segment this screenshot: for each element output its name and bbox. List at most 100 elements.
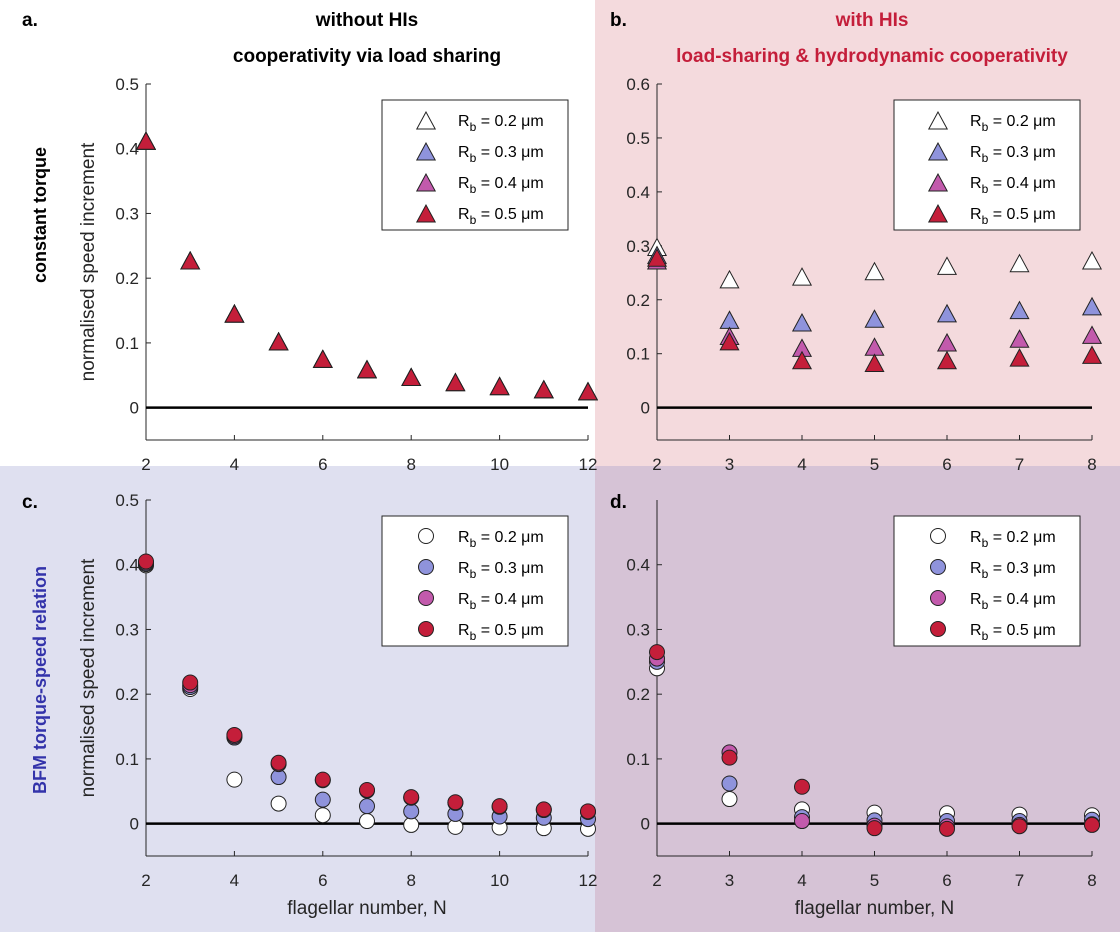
x-axis-label: flagellar number, N — [795, 898, 954, 919]
x-tick-label: 8 — [406, 871, 415, 890]
data-point — [1081, 296, 1103, 316]
y-tick-label: 0.1 — [626, 750, 650, 769]
data-point — [649, 644, 665, 661]
legend-label: Rb = 0.3 μm — [458, 144, 544, 165]
y-tick-label: 0.4 — [115, 140, 139, 159]
panel-letter: d. — [610, 492, 627, 513]
legend-label: Rb = 0.2 μm — [458, 529, 544, 550]
data-point — [270, 754, 287, 771]
x-tick-label: 3 — [725, 455, 734, 474]
x-tick-label: 10 — [490, 455, 509, 474]
x-tick-label: 8 — [1087, 455, 1096, 474]
data-point — [447, 794, 464, 811]
data-point — [359, 813, 375, 830]
data-point — [577, 381, 599, 401]
data-point — [1081, 345, 1103, 364]
y-tick-label: 0.4 — [626, 556, 650, 575]
legend-marker — [930, 528, 946, 544]
x-tick-label: 12 — [579, 871, 598, 890]
x-tick-label: 2 — [652, 455, 661, 474]
x-tick-label: 4 — [230, 455, 239, 474]
legend-label: Rb = 0.4 μm — [458, 591, 544, 612]
legend-marker — [927, 141, 949, 161]
x-tick-label: 6 — [318, 455, 327, 474]
data-point — [182, 674, 199, 691]
y-axis-label: normalised speed increment — [78, 558, 99, 797]
data-point — [794, 813, 810, 830]
column-2-title-line-2: load-sharing & hydrodynamic cooperativit… — [676, 46, 1068, 67]
x-tick-label: 4 — [230, 871, 239, 890]
panel-letter: b. — [610, 10, 627, 31]
data-point — [794, 778, 810, 795]
y-tick-label: 0.1 — [115, 334, 139, 353]
data-point — [580, 803, 596, 820]
y-tick-label: 0.2 — [115, 269, 139, 288]
x-tick-label: 6 — [942, 871, 951, 890]
data-point — [721, 791, 738, 808]
y-tick-label: 0.5 — [115, 491, 139, 510]
data-point — [314, 807, 331, 824]
x-tick-label: 2 — [141, 871, 150, 890]
legend-box — [893, 515, 1081, 647]
data-point — [1011, 818, 1028, 835]
legend-label: Rb = 0.5 μm — [458, 206, 544, 227]
x-tick-label: 12 — [579, 455, 598, 474]
legend-marker — [930, 590, 946, 606]
panel-letter: c. — [22, 492, 38, 513]
data-point — [1009, 329, 1030, 348]
legend-box — [381, 515, 569, 647]
data-point — [359, 798, 375, 815]
data-point — [489, 376, 510, 396]
legend-marker — [418, 559, 434, 575]
column-1-title-line-2: cooperativity via load sharing — [233, 46, 501, 67]
data-point — [268, 331, 289, 351]
data-point — [401, 367, 422, 387]
y-tick-label: 0 — [641, 399, 650, 418]
data-point — [1009, 253, 1030, 273]
panel-c: c. 0 0.1 0.2 0.3 0.4 0.5 2 4 6 8 10 12 normalised spe… — [22, 491, 597, 919]
legend-marker — [418, 621, 434, 637]
legend-label: Rb = 0.3 μm — [970, 560, 1056, 581]
panel-d: d. 0 0.1 0.2 0.3 0.4 2 3 4 5 6 7 8 flagellar number, … — [610, 492, 1100, 919]
column-2-title-line-1: with HIs — [835, 10, 909, 31]
data-point — [936, 350, 958, 370]
data-point — [936, 256, 958, 275]
x-tick-label: 4 — [797, 871, 806, 890]
y-tick-label: 0.3 — [626, 237, 650, 256]
legend-label: Rb = 0.5 μm — [458, 622, 544, 643]
x-tick-label: 2 — [652, 871, 661, 890]
data-point — [224, 304, 245, 323]
y-axis-label: normalised speed increment — [78, 142, 99, 381]
legend-marker — [418, 528, 434, 544]
data-point — [180, 250, 201, 270]
y-tick-label: 0.1 — [626, 345, 650, 364]
x-tick-label: 6 — [318, 871, 327, 890]
y-tick-label: 0.4 — [115, 556, 139, 575]
data-point — [533, 379, 554, 399]
data-point — [721, 749, 738, 766]
data-point — [314, 771, 331, 788]
data-point — [864, 309, 885, 328]
legend-marker — [415, 141, 437, 161]
data-point — [1081, 250, 1103, 270]
data-point — [864, 353, 885, 372]
row-2-label: BFM torque-speed relation — [30, 566, 50, 794]
y-tick-label: 0.1 — [115, 750, 139, 769]
panel-a: a. 0 0.1 0.2 0.3 0.4 0.5 2 4 6 8 10 12 normalised spe… — [22, 10, 599, 474]
legend-label: Rb = 0.3 μm — [970, 144, 1056, 165]
legend-box — [893, 99, 1081, 231]
data-point — [1084, 816, 1100, 833]
data-point — [939, 820, 955, 837]
y-tick-label: 0 — [130, 815, 139, 834]
y-tick-label: 0.6 — [626, 75, 650, 94]
data-point — [1081, 325, 1103, 344]
legend-label: Rb = 0.4 μm — [458, 175, 544, 196]
data-point — [356, 359, 378, 379]
data-point — [646, 248, 668, 267]
x-tick-label: 6 — [942, 455, 951, 474]
legend-label: Rb = 0.3 μm — [458, 560, 544, 581]
panel-letter: a. — [22, 10, 38, 31]
data-point — [270, 795, 287, 812]
data-point — [135, 131, 157, 150]
data-point — [791, 312, 813, 332]
